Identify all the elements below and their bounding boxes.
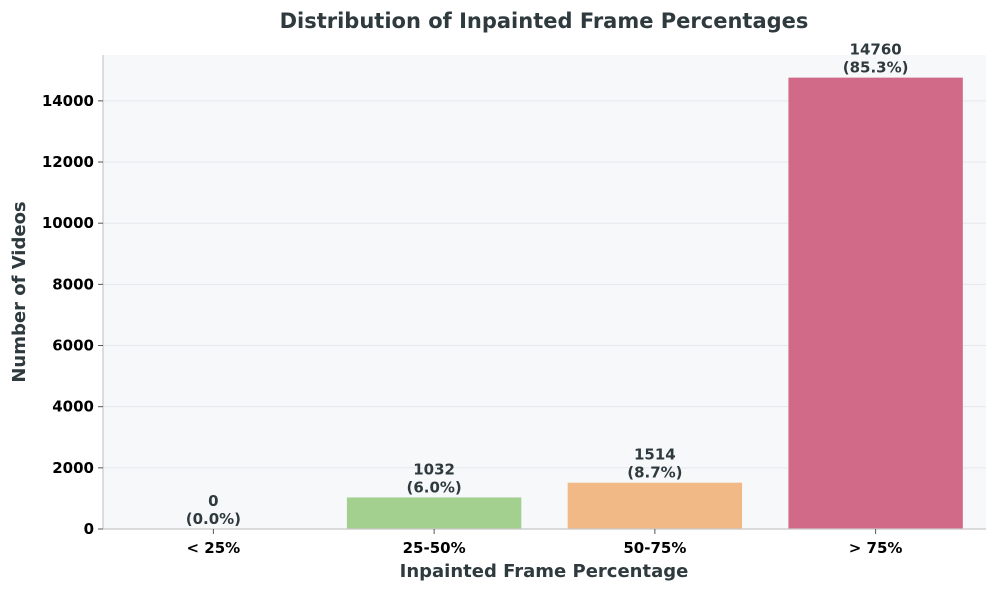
bar-percent-label: (85.3%) [843, 59, 909, 77]
y-tick-label: 6000 [52, 337, 94, 355]
x-tick-label: 50-75% [623, 539, 686, 557]
bar [346, 497, 522, 529]
x-tick-label: < 25% [187, 539, 241, 557]
bar-value-label: 14760 [850, 41, 902, 59]
y-tick-label: 10000 [42, 214, 94, 232]
bar-percent-label: (8.7%) [627, 464, 682, 482]
bar-value-label: 1032 [413, 460, 455, 478]
x-tick-labels: < 25% 25-50% 50-75% > 75% [187, 529, 903, 557]
bar-percent-label: (0.0%) [186, 510, 241, 528]
y-tick-label: 0 [84, 520, 94, 538]
y-tick-label: 12000 [42, 153, 94, 171]
x-tick-label: > 75% [849, 539, 903, 557]
chart-title: Distribution of Inpainted Frame Percenta… [280, 9, 809, 33]
bar [567, 482, 743, 529]
x-axis-title: Inpainted Frame Percentage [400, 561, 689, 582]
y-axis-title: Number of Videos [9, 201, 30, 382]
y-tick-label: 2000 [52, 459, 94, 477]
bar-value-label: 1514 [634, 446, 676, 464]
y-tick-labels: 0 2000 4000 6000 8000 10000 12000 14000 [42, 92, 103, 538]
y-tick-label: 8000 [52, 275, 94, 293]
x-tick-label: 25-50% [403, 539, 466, 557]
data-labels: 0(0.0%) 1032(6.0%) 1514(8.7%) 14760(85.3%) [186, 41, 909, 528]
bar [788, 77, 963, 530]
bars [346, 77, 963, 530]
y-tick-label: 4000 [52, 398, 94, 416]
bar-percent-label: (6.0%) [406, 478, 461, 496]
bar-value-label: 0 [208, 492, 218, 510]
y-tick-label: 14000 [42, 92, 94, 110]
